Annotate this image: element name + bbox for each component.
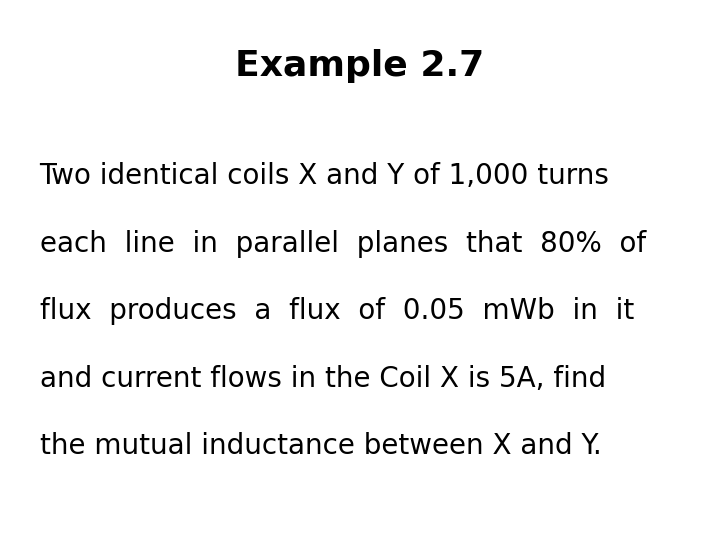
Text: Example 2.7: Example 2.7 <box>235 49 485 83</box>
Text: the mutual inductance between X and Y.: the mutual inductance between X and Y. <box>40 432 601 460</box>
Text: each  line  in  parallel  planes  that  80%  of: each line in parallel planes that 80% of <box>40 230 646 258</box>
Text: Two identical coils X and Y of 1,000 turns: Two identical coils X and Y of 1,000 tur… <box>40 162 609 190</box>
Text: and current flows in the Coil X is 5A, find: and current flows in the Coil X is 5A, f… <box>40 364 606 393</box>
Text: flux  produces  a  flux  of  0.05  mWb  in  it: flux produces a flux of 0.05 mWb in it <box>40 297 634 325</box>
